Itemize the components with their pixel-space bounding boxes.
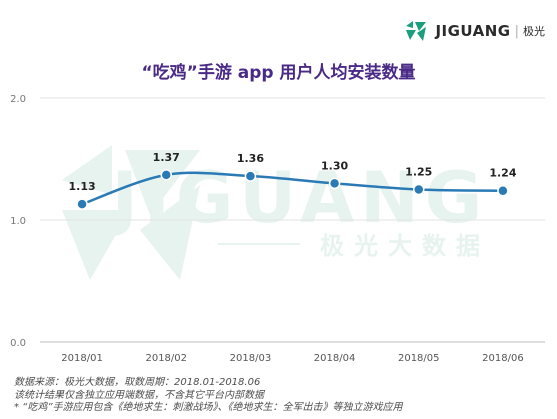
jiguang-logo-icon <box>406 21 427 41</box>
x-tick-label: 2018/04 <box>314 353 356 364</box>
x-tick-label: 2018/06 <box>482 353 524 364</box>
brand-separator: | <box>514 23 519 39</box>
brand-name: JIGUANG <box>435 22 511 40</box>
footnote-source: 数据来源：极光大数据，取数周期：2018.01-2018.06 <box>14 377 261 388</box>
footnotes: 数据来源：极光大数据，取数周期：2018.01-2018.06 该统计结果仅含独… <box>14 377 403 415</box>
data-point <box>160 169 172 181</box>
x-tick-label: 2018/02 <box>145 353 187 364</box>
data-label: 1.36 <box>237 152 264 165</box>
y-tick-label: 1.0 <box>10 216 26 227</box>
data-point <box>413 183 425 196</box>
data-point <box>76 198 88 210</box>
data-label: 1.37 <box>153 151 180 164</box>
data-point <box>244 170 257 182</box>
data-label: 1.24 <box>489 167 516 180</box>
data-point <box>497 184 509 197</box>
data-label: 1.13 <box>69 180 96 193</box>
footnote-scope: 该统计结果仅含独立应用端数据，不含其它平台内部数据 <box>14 389 264 401</box>
watermark-cn: 极光大数据 <box>320 232 490 260</box>
data-label: 1.30 <box>321 159 348 172</box>
x-tick-label: 2018/05 <box>398 353 440 364</box>
footnote-definition: * “吃鸡”手游应用包含《绝地求生：刺激战场》、《绝地求生：全军出击》等独立游戏… <box>14 402 403 413</box>
data-label: 1.25 <box>405 166 432 179</box>
x-tick-label: 2018/03 <box>230 353 272 364</box>
series-line <box>81 171 503 206</box>
x-tick-label: 2018/01 <box>61 353 103 364</box>
brand-name-cn: 极光 <box>523 25 545 38</box>
watermark-logo-icon <box>62 145 200 280</box>
data-point <box>328 177 341 190</box>
y-tick-label: 0.0 <box>10 338 26 349</box>
y-tick-label: 2.0 <box>10 94 26 105</box>
brand-logo: JIGUANG | 极光 <box>403 18 545 44</box>
chart-title: “吃鸡”手游 app 用户人均安装数量 <box>141 63 416 83</box>
